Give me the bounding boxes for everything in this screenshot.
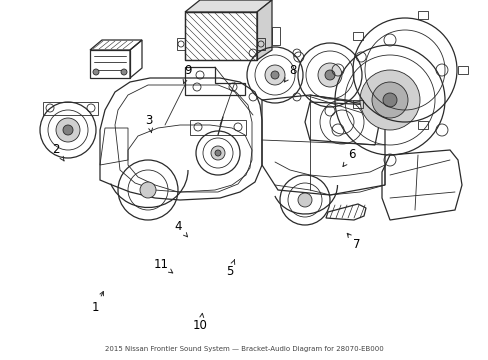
Text: 11: 11 <box>154 258 172 273</box>
Circle shape <box>371 82 407 118</box>
Text: 5: 5 <box>225 260 234 278</box>
Text: 1: 1 <box>91 292 103 314</box>
Circle shape <box>270 71 279 79</box>
Bar <box>184 12 257 60</box>
Bar <box>352 100 362 108</box>
Text: 2015 Nissan Frontier Sound System — Bracket-Audio Diagram for 28070-EB000: 2015 Nissan Frontier Sound System — Brac… <box>104 346 383 352</box>
Text: 2: 2 <box>52 143 64 161</box>
Circle shape <box>121 69 127 75</box>
Bar <box>257 38 264 50</box>
Bar <box>417 121 427 129</box>
Text: 3: 3 <box>145 114 153 133</box>
Circle shape <box>359 70 419 130</box>
Circle shape <box>210 146 224 160</box>
Bar <box>271 27 280 45</box>
Text: 8: 8 <box>284 64 297 82</box>
Text: 9: 9 <box>183 64 192 84</box>
Circle shape <box>264 65 285 85</box>
Bar <box>417 11 427 19</box>
Circle shape <box>215 150 221 156</box>
Bar <box>90 50 130 78</box>
Circle shape <box>317 63 341 87</box>
Bar <box>177 38 184 50</box>
Circle shape <box>382 93 396 107</box>
Polygon shape <box>257 0 271 60</box>
Bar <box>457 66 467 74</box>
Circle shape <box>297 193 311 207</box>
Circle shape <box>56 118 80 142</box>
Circle shape <box>325 70 334 80</box>
Text: 4: 4 <box>174 220 187 237</box>
Polygon shape <box>184 0 271 12</box>
Text: 6: 6 <box>342 148 355 167</box>
Circle shape <box>93 69 99 75</box>
Text: 7: 7 <box>346 233 360 251</box>
Bar <box>352 32 362 40</box>
Circle shape <box>140 182 156 198</box>
Text: 10: 10 <box>193 313 207 332</box>
Bar <box>184 12 257 60</box>
Circle shape <box>63 125 73 135</box>
